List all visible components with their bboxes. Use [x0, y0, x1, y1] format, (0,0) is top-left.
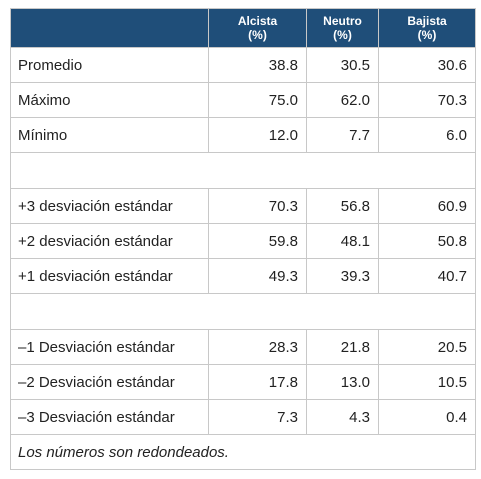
table-row: –2 Desviación estándar 17.8 13.0 10.5	[10, 364, 476, 400]
neutral-value: 56.8	[306, 188, 379, 224]
table-row: –1 Desviación estándar 28.3 21.8 20.5	[10, 329, 476, 365]
row-label: –1 Desviación estándar	[10, 329, 209, 365]
row-label: Promedio	[10, 47, 209, 83]
note-row: Los números son redondeados.	[10, 434, 476, 470]
sentiment-statistics-table: Alcista (%) Neutro (%) Bajista (%) Promedio…	[10, 8, 476, 470]
bearish-value: 0.4	[378, 399, 476, 435]
bearish-value: 60.9	[378, 188, 476, 224]
header-row: Alcista (%) Neutro (%) Bajista (%)	[10, 8, 476, 48]
bearish-value: 20.5	[378, 329, 476, 365]
bullish-value: 38.8	[208, 47, 307, 83]
row-label: +1 desviación estándar	[10, 258, 209, 294]
row-label: +3 desviación estándar	[10, 188, 209, 224]
spacer-row	[10, 293, 476, 330]
table-row: Promedio 38.8 30.5 30.6	[10, 47, 476, 83]
bearish-value: 50.8	[378, 223, 476, 259]
header-bullish-unit: (%)	[248, 28, 267, 42]
row-label: Mínimo	[10, 117, 209, 153]
bullish-value: 12.0	[208, 117, 307, 153]
bearish-value: 6.0	[378, 117, 476, 153]
bearish-value: 10.5	[378, 364, 476, 400]
table-row: Máximo 75.0 62.0 70.3	[10, 82, 476, 118]
spacer-row	[10, 152, 476, 189]
header-neutral: Neutro (%)	[306, 8, 379, 48]
row-label: Máximo	[10, 82, 209, 118]
bearish-value: 30.6	[378, 47, 476, 83]
neutral-value: 62.0	[306, 82, 379, 118]
neutral-value: 4.3	[306, 399, 379, 435]
row-label: –3 Desviación estándar	[10, 399, 209, 435]
neutral-value: 21.8	[306, 329, 379, 365]
row-label: +2 desviación estándar	[10, 223, 209, 259]
bullish-value: 49.3	[208, 258, 307, 294]
spacer-cell	[10, 293, 476, 330]
neutral-value: 13.0	[306, 364, 379, 400]
table-row: +1 desviación estándar 49.3 39.3 40.7	[10, 258, 476, 294]
neutral-value: 7.7	[306, 117, 379, 153]
neutral-value: 48.1	[306, 223, 379, 259]
table-row: +2 desviación estándar 59.8 48.1 50.8	[10, 223, 476, 259]
table-row: Mínimo 12.0 7.7 6.0	[10, 117, 476, 153]
header-bearish: Bajista (%)	[378, 8, 476, 48]
neutral-value: 39.3	[306, 258, 379, 294]
table-row: +3 desviación estándar 70.3 56.8 60.9	[10, 188, 476, 224]
header-neutral-unit: (%)	[333, 28, 352, 42]
header-bullish-title: Alcista	[237, 14, 278, 28]
bullish-value: 75.0	[208, 82, 307, 118]
header-bullish: Alcista (%)	[208, 8, 307, 48]
header-empty-cell	[10, 8, 209, 48]
bullish-value: 28.3	[208, 329, 307, 365]
row-label: –2 Desviación estándar	[10, 364, 209, 400]
bearish-value: 40.7	[378, 258, 476, 294]
bearish-value: 70.3	[378, 82, 476, 118]
header-bearish-unit: (%)	[417, 28, 437, 42]
bullish-value: 70.3	[208, 188, 307, 224]
header-neutral-title: Neutro	[323, 14, 362, 28]
spacer-cell	[10, 152, 476, 189]
neutral-value: 30.5	[306, 47, 379, 83]
table-footnote: Los números son redondeados.	[10, 434, 476, 470]
table-row: –3 Desviación estándar 7.3 4.3 0.4	[10, 399, 476, 435]
bullish-value: 17.8	[208, 364, 307, 400]
bullish-value: 7.3	[208, 399, 307, 435]
header-bearish-title: Bajista	[407, 14, 447, 28]
sentiment-table-container: Alcista (%) Neutro (%) Bajista (%) Promedio…	[10, 8, 476, 470]
bullish-value: 59.8	[208, 223, 307, 259]
